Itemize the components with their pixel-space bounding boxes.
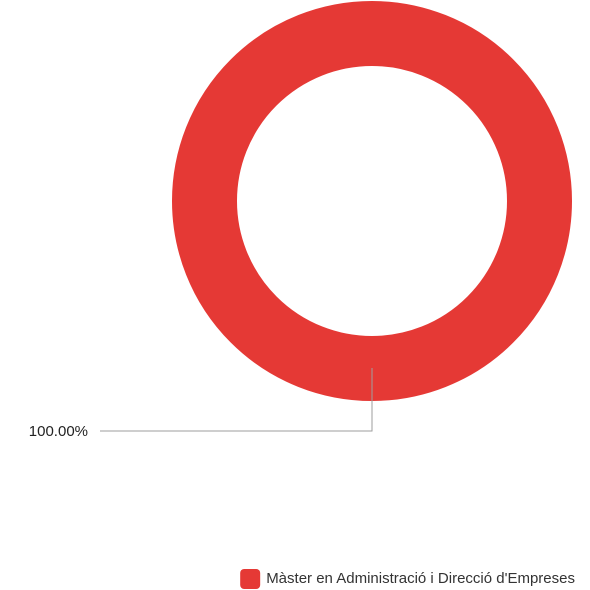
legend-swatch-0 <box>240 569 261 589</box>
legend-item-0[interactable]: Màster en Administració i Direcció d'Emp… <box>240 569 575 589</box>
donut-slice-0[interactable] <box>172 1 572 401</box>
legend: Màster en Administració i Direcció d'Emp… <box>240 569 575 589</box>
legend-label-0: Màster en Administració i Direcció d'Emp… <box>266 570 575 587</box>
slices-layer <box>172 1 572 401</box>
label-leader-line-0 <box>100 368 373 432</box>
data-label-0: 100.00% <box>29 423 88 440</box>
labels-layer: 100.00% <box>29 368 373 440</box>
